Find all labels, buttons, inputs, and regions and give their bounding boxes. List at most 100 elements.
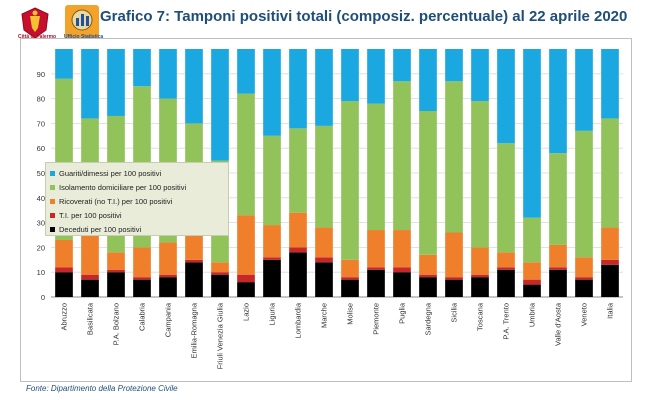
bar-guariti-5 <box>185 49 203 124</box>
bar-guariti-17 <box>497 49 515 144</box>
bar-ti-19 <box>549 267 567 270</box>
y-tick-label-20: 20 <box>37 243 45 252</box>
bar-ti-6 <box>211 272 229 275</box>
bar-deceduti-17 <box>497 269 515 297</box>
bar-ti-11 <box>341 277 359 280</box>
x-tick-label-7: Lazio <box>242 303 251 321</box>
legend-item-ricoverati: Ricoverati (no T.I.) per 100 positivi <box>50 194 224 208</box>
legend-label-ricoverati: Ricoverati (no T.I.) per 100 positivi <box>59 196 173 206</box>
statistics-office-logo <box>65 5 99 39</box>
bar-isolamento-7 <box>237 93 255 216</box>
bar-ti-14 <box>419 274 437 278</box>
bar-ti-7 <box>237 274 255 283</box>
bar-isolamento-15 <box>445 81 463 233</box>
bar-isolamento-17 <box>497 143 515 253</box>
logo1-caption: Città di Palermo <box>18 34 57 40</box>
x-tick-label-9: Lombardia <box>294 302 303 338</box>
bar-ricoverati-13 <box>393 230 411 268</box>
bar-guariti-21 <box>601 49 619 119</box>
legend-label-deceduti: Deceduti per 100 positivi <box>59 224 142 234</box>
bar-ti-20 <box>575 277 593 280</box>
bar-isolamento-21 <box>601 118 619 228</box>
bar-deceduti-18 <box>523 284 541 297</box>
y-tick-label-30: 30 <box>37 219 45 228</box>
y-tick-label-0: 0 <box>41 293 45 302</box>
bar-guariti-3 <box>133 49 151 87</box>
x-tick-label-20: Veneto <box>580 303 589 326</box>
bar-guariti-13 <box>393 49 411 82</box>
legend-item-isolamento: Isolamento domiciliare per 100 positivi <box>50 180 224 194</box>
bar-ricoverati-14 <box>419 254 437 275</box>
bar-deceduti-20 <box>575 279 593 297</box>
bar-guariti-2 <box>107 49 125 116</box>
x-tick-label-0: Abruzzo <box>60 303 69 331</box>
bar-ricoverati-7 <box>237 215 255 275</box>
bar-ricoverati-17 <box>497 252 515 268</box>
x-tick-label-13: Puglia <box>398 302 407 324</box>
bar-ricoverati-11 <box>341 259 359 278</box>
legend-swatch-deceduti <box>50 226 55 232</box>
source-note: Fonte: Dipartimento della Protezione Civ… <box>26 384 178 393</box>
x-tick-label-8: Liguria <box>268 302 277 325</box>
bar-ti-0 <box>55 267 73 273</box>
x-tick-label-12: Piemonte <box>372 303 381 335</box>
chart-legend: Guariti/dimessi per 100 positivi Isolame… <box>45 162 229 236</box>
bar-guariti-1 <box>81 49 99 119</box>
bar-deceduti-5 <box>185 262 203 297</box>
bar-ricoverati-2 <box>107 252 125 270</box>
x-tick-label-11: Molise <box>346 303 355 325</box>
bar-deceduti-14 <box>419 277 437 297</box>
bar-deceduti-2 <box>107 272 125 297</box>
y-tick-label-40: 40 <box>37 194 45 203</box>
bar-guariti-18 <box>523 49 541 218</box>
bar-guariti-0 <box>55 49 73 79</box>
bar-ti-9 <box>289 247 307 253</box>
bar-deceduti-4 <box>159 277 177 297</box>
bar-guariti-8 <box>263 49 281 136</box>
bar-isolamento-18 <box>523 217 541 263</box>
bar-ti-17 <box>497 267 515 270</box>
legend-label-guariti: Guariti/dimessi per 100 positivi <box>59 168 162 178</box>
x-tick-label-10: Marche <box>320 303 329 328</box>
bar-ti-3 <box>133 277 151 280</box>
bar-deceduti-16 <box>471 277 489 297</box>
bar-deceduti-9 <box>289 252 307 297</box>
bar-deceduti-7 <box>237 282 255 297</box>
legend-swatch-ricoverati <box>50 198 55 204</box>
y-tick-label-70: 70 <box>37 119 45 128</box>
x-tick-label-5: Emilia-Romagna <box>190 302 199 358</box>
x-tick-label-4: Campania <box>164 302 173 337</box>
x-tick-label-17: P.A. Trento <box>502 303 511 340</box>
bar-ti-5 <box>185 259 203 263</box>
bar-ricoverati-8 <box>263 225 281 258</box>
bar-guariti-6 <box>211 49 229 161</box>
bar-guariti-7 <box>237 49 255 94</box>
bar-ricoverati-16 <box>471 247 489 275</box>
x-tick-label-18: Umbria <box>528 302 537 327</box>
bar-guariti-19 <box>549 49 567 154</box>
bar-ricoverati-20 <box>575 257 593 278</box>
bar-ricoverati-21 <box>601 227 619 260</box>
bar-deceduti-13 <box>393 272 411 297</box>
bar-deceduti-3 <box>133 279 151 297</box>
x-tick-label-21: Italia <box>606 302 615 319</box>
legend-label-ti: T.I. per 100 positivi <box>59 210 122 220</box>
bar-ricoverati-0 <box>55 239 73 268</box>
bar-ricoverati-6 <box>211 262 229 273</box>
bar-isolamento-12 <box>367 103 385 231</box>
bar-ricoverati-9 <box>289 212 307 248</box>
bar-isolamento-19 <box>549 153 567 245</box>
legend-item-deceduti: Deceduti per 100 positivi <box>50 222 224 236</box>
bar-deceduti-6 <box>211 274 229 297</box>
bar-deceduti-11 <box>341 279 359 297</box>
x-tick-label-16: Toscana <box>476 302 485 331</box>
bar-guariti-20 <box>575 49 593 131</box>
x-tick-label-3: Calabria <box>138 302 147 331</box>
bar-ricoverati-10 <box>315 227 333 258</box>
bar-isolamento-14 <box>419 111 437 255</box>
bar-guariti-15 <box>445 49 463 82</box>
x-tick-label-15: Sicilia <box>450 302 459 322</box>
bar-ti-4 <box>159 274 177 278</box>
bar-ricoverati-19 <box>549 244 567 268</box>
bar-isolamento-11 <box>341 101 359 260</box>
